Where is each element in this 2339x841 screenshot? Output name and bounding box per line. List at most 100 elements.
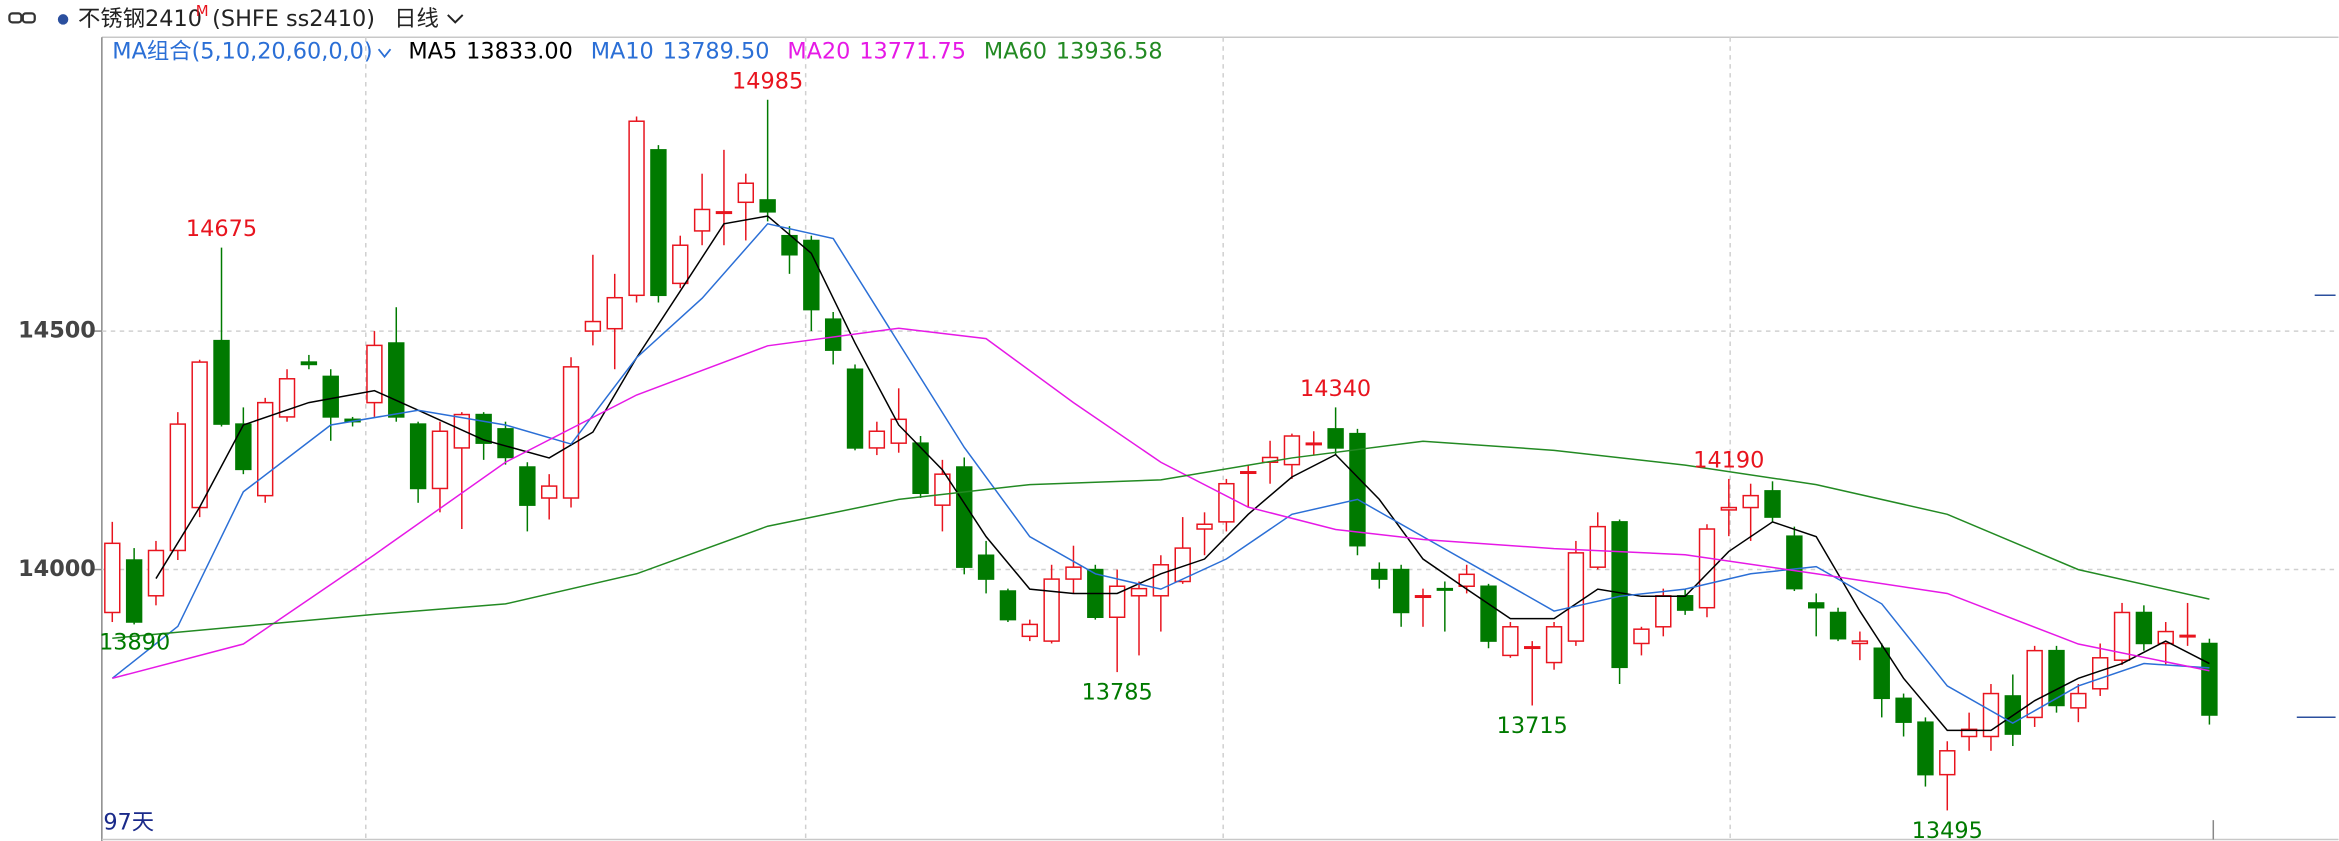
candle-body xyxy=(1392,568,1410,614)
candle-body xyxy=(235,423,252,471)
extreme-label: 13495 xyxy=(1912,818,1983,841)
candle-body xyxy=(737,182,754,204)
candle-body xyxy=(540,485,558,499)
extreme-label: 13785 xyxy=(1082,679,1153,705)
candle-body xyxy=(300,361,318,366)
candle-body xyxy=(1436,587,1454,591)
y-tick-label: 14000 xyxy=(18,556,96,582)
candle-body xyxy=(147,549,165,597)
candle-body xyxy=(1917,721,1934,776)
candle-body xyxy=(1414,595,1432,599)
candle-body xyxy=(715,211,733,215)
candle-body xyxy=(257,401,274,497)
header: 不锈钢2410 M (SHFE ss2410) 日线 xyxy=(8,2,464,32)
dropdown-arrow[interactable] xyxy=(447,14,464,24)
candle-body xyxy=(1633,628,1650,645)
candle-body xyxy=(1240,471,1257,475)
candle-body xyxy=(846,368,864,449)
candle-body xyxy=(409,423,427,490)
ma-line xyxy=(111,222,2210,725)
candle-body xyxy=(628,120,645,297)
candle-body xyxy=(1567,552,1585,642)
candle-body xyxy=(125,559,143,623)
candle-body xyxy=(278,378,296,418)
candle-body xyxy=(2157,630,2174,645)
extreme-label: 13715 xyxy=(1497,713,1568,739)
candle-body xyxy=(1611,521,1628,669)
legend-value: 13789.50 xyxy=(663,39,770,65)
candle-body xyxy=(1502,626,1519,657)
candle-body xyxy=(606,296,623,330)
candle-body xyxy=(934,473,951,506)
candle-body xyxy=(824,318,842,351)
candle-body xyxy=(890,418,907,444)
candle-body xyxy=(562,366,580,499)
ma-dropdown[interactable] xyxy=(377,48,392,59)
candle-body xyxy=(1043,578,1060,642)
candle-body xyxy=(868,430,886,449)
candle-body xyxy=(453,413,471,449)
candle-body xyxy=(1458,573,1475,587)
candle-body xyxy=(693,208,711,232)
candle-body xyxy=(1851,640,1869,645)
candle-body xyxy=(1065,566,1082,580)
candle-body xyxy=(104,542,121,614)
legend-name: MA10 xyxy=(591,39,654,65)
candle-body xyxy=(1655,595,1672,628)
candle-body xyxy=(672,244,689,285)
candle-body xyxy=(759,199,776,213)
candle-body xyxy=(2135,611,2153,645)
candle-body xyxy=(1720,506,1738,511)
candle-body xyxy=(2026,649,2043,719)
candle-body xyxy=(1960,728,1978,738)
candle-body xyxy=(2070,692,2087,709)
candle-body xyxy=(1371,568,1388,580)
candle-body xyxy=(1152,564,1170,597)
candle-body xyxy=(213,339,230,425)
ma-line xyxy=(155,215,2210,732)
link-icon[interactable] xyxy=(21,12,36,24)
candle-body xyxy=(1873,647,1890,700)
candle-body xyxy=(366,344,383,404)
candle-body xyxy=(1676,595,1694,611)
candle-body xyxy=(1545,626,1563,664)
y-tick-label: 14500 xyxy=(18,318,96,344)
ma-group-label[interactable]: MA组合(5,10,20,60,0,0) xyxy=(112,39,372,65)
ma-line xyxy=(112,440,2210,639)
candle-body xyxy=(1742,494,1759,509)
candle-body xyxy=(2048,649,2065,707)
candle-body xyxy=(1808,602,1825,609)
candle-body xyxy=(803,239,820,311)
extreme-label: 14340 xyxy=(1300,376,1371,402)
candle-body xyxy=(1174,547,1191,583)
candle-body xyxy=(431,430,449,490)
legend-name: MA5 xyxy=(408,39,457,65)
legend-value: 13833.00 xyxy=(466,39,573,65)
candle-body xyxy=(1589,525,1606,568)
candle-body xyxy=(956,466,973,568)
legend-value: 13771.75 xyxy=(859,39,966,65)
candle-body xyxy=(1305,442,1322,446)
symbol-title: 不锈钢2410 xyxy=(78,6,202,32)
candle-body xyxy=(1218,482,1235,523)
candle-body xyxy=(1349,432,1366,547)
symbol-code: (SHFE ss2410) xyxy=(212,6,375,32)
candle-body xyxy=(1524,646,1541,650)
candle-body xyxy=(650,149,667,297)
candle-body xyxy=(191,361,208,509)
candle-body xyxy=(912,442,929,494)
period-selector[interactable]: 日线 xyxy=(394,6,439,32)
candle-body xyxy=(1698,528,1716,609)
candle-body xyxy=(1021,623,1038,638)
link-icon[interactable] xyxy=(8,12,23,24)
candle-body xyxy=(1829,611,1847,640)
extreme-label: 14675 xyxy=(186,216,257,242)
candle-body xyxy=(322,375,339,418)
candle-body xyxy=(1764,490,1781,518)
candle-body xyxy=(2179,634,2196,638)
candle-body xyxy=(519,466,536,506)
candle-body xyxy=(1327,428,1344,449)
